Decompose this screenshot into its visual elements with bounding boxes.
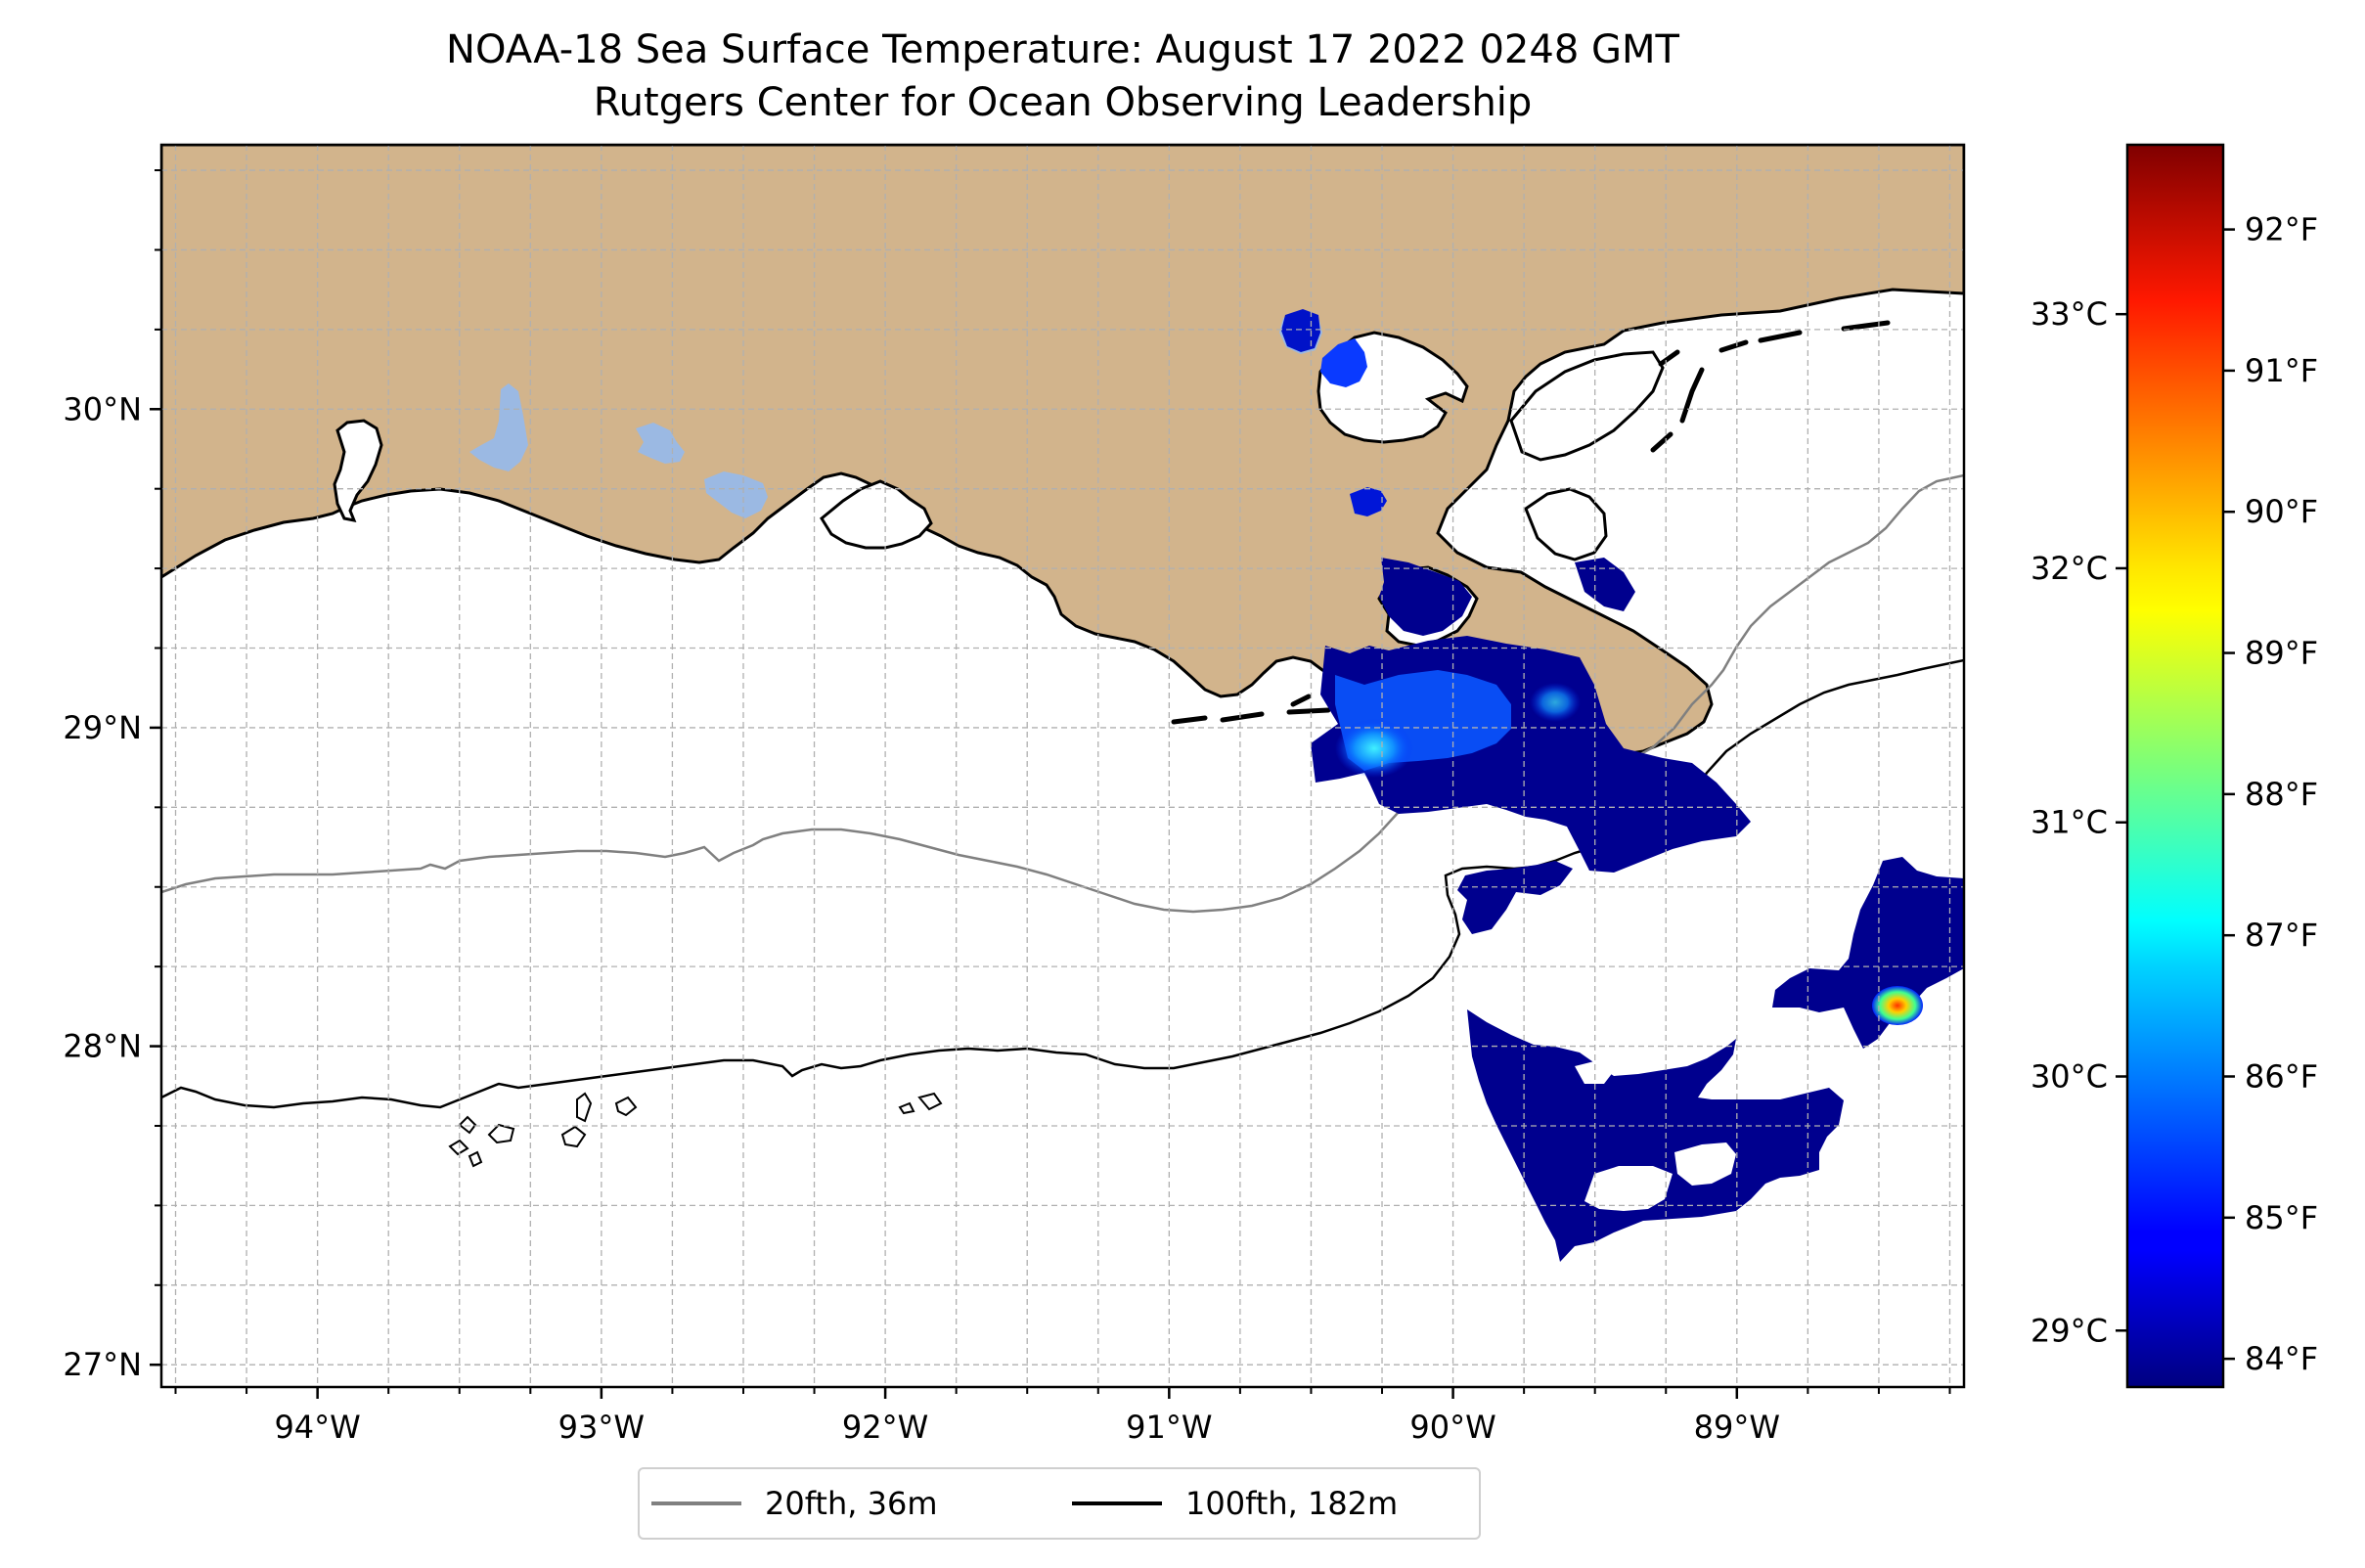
- lake-calcasieu: [333, 419, 383, 523]
- lake-white: [704, 471, 768, 518]
- lon-tick-label: 91°W: [1126, 1409, 1212, 1446]
- lon-tick-label: 93°W: [558, 1409, 645, 1446]
- lat-tick-label: 27°N: [63, 1346, 142, 1383]
- legend-swatch-20fth: [651, 1501, 741, 1505]
- colorbar-c-label: 33°C: [2030, 295, 2108, 333]
- colorbar-f-label: 92°F: [2245, 211, 2318, 248]
- colorbar-f-label: 84°F: [2245, 1340, 2318, 1377]
- vermilion-bay: [820, 479, 933, 550]
- legend-item-20fth: 20fth, 36m: [651, 1469, 937, 1538]
- lon-tick-label: 89°W: [1694, 1409, 1780, 1446]
- colorbar-c-label: 32°C: [2030, 550, 2108, 587]
- land-mass: [161, 145, 1964, 757]
- map-axis-ticks: 94°W 93°W 92°W 91°W 90°W 89°W 27°N 28°N 29°N 30°N: [63, 169, 1951, 1446]
- map-gridlines: [161, 145, 1964, 1387]
- lat-tick-label: 28°N: [63, 1028, 142, 1065]
- lon-tick-label: 90°W: [1409, 1409, 1495, 1446]
- lat-tick-label: 29°N: [63, 709, 142, 746]
- colorbar-c-label: 30°C: [2030, 1058, 2108, 1096]
- sst-patch-offshore-large: [1467, 1009, 1844, 1262]
- sst-patch-shelf-blob: [1457, 861, 1573, 934]
- colorbar-f-label: 85°F: [2245, 1199, 2318, 1236]
- lon-tick-label: 94°W: [274, 1409, 360, 1446]
- chandeleur-sound: [1509, 350, 1665, 462]
- sst-patch-se-far: [1772, 857, 1964, 1049]
- map-frame: [159, 143, 1966, 1389]
- sst-data-layer: [1281, 309, 1964, 1262]
- map-title: NOAA-18 Sea Surface Temperature: August …: [446, 27, 1679, 72]
- map-subtitle: Rutgers Center for Ocean Observing Leade…: [593, 80, 1533, 125]
- colorbar-f-label: 89°F: [2245, 635, 2318, 672]
- colorbar-gradient: [2125, 143, 2225, 1389]
- sst-patch-breton: [1379, 558, 1472, 636]
- legend-label-100fth: 100fth, 182m: [1185, 1485, 1399, 1522]
- colorbar-f-label: 88°F: [2245, 776, 2318, 813]
- sst-gap-3: [1575, 1061, 1614, 1084]
- legend-swatch-100fth: [1072, 1501, 1162, 1505]
- legend-label-20fth: 20fth, 36m: [765, 1485, 938, 1522]
- lake-sabine-inland: [469, 383, 528, 471]
- isobath-20fth: [161, 473, 1964, 914]
- colorbar-f-label: 87°F: [2245, 917, 2318, 954]
- colorbar-c-label: 31°C: [2030, 804, 2108, 841]
- colorbar-f-label: 86°F: [2245, 1058, 2318, 1096]
- sst-patch-light-blue: [1530, 683, 1581, 722]
- breton-sound: [1524, 487, 1608, 561]
- sst-patch-north-breton: [1575, 558, 1635, 611]
- sst-patch-cyan-edge: [1335, 719, 1413, 778]
- lat-tick-label: 30°N: [63, 390, 142, 427]
- colorbar-c-label: 29°C: [2030, 1312, 2108, 1349]
- sst-patch-warm-hotspot: [1872, 986, 1923, 1025]
- colorbar-f-label: 90°F: [2245, 493, 2318, 530]
- legend-item-100fth: 100fth, 182m: [1072, 1469, 1398, 1538]
- isobath-legend: 20fth, 36m 100fth, 182m: [638, 1467, 1481, 1540]
- colorbar-ticks: 84°F 85°F 86°F 87°F 88°F 89°F 90°F 91°F 92°F 29°C…: [2030, 211, 2318, 1378]
- sst-gap-2: [1674, 1142, 1736, 1186]
- colorbar-f-label: 91°F: [2245, 352, 2318, 389]
- sst-patch-lake-maurepas: [1281, 309, 1320, 352]
- sst-gap-1: [1584, 1166, 1673, 1211]
- sst-patch-lake-pontchartrain: [1320, 338, 1367, 387]
- lon-tick-label: 92°W: [842, 1409, 928, 1446]
- sst-patch-lake-salvador: [1350, 487, 1387, 516]
- isobath-100fth-contours: [448, 1092, 943, 1168]
